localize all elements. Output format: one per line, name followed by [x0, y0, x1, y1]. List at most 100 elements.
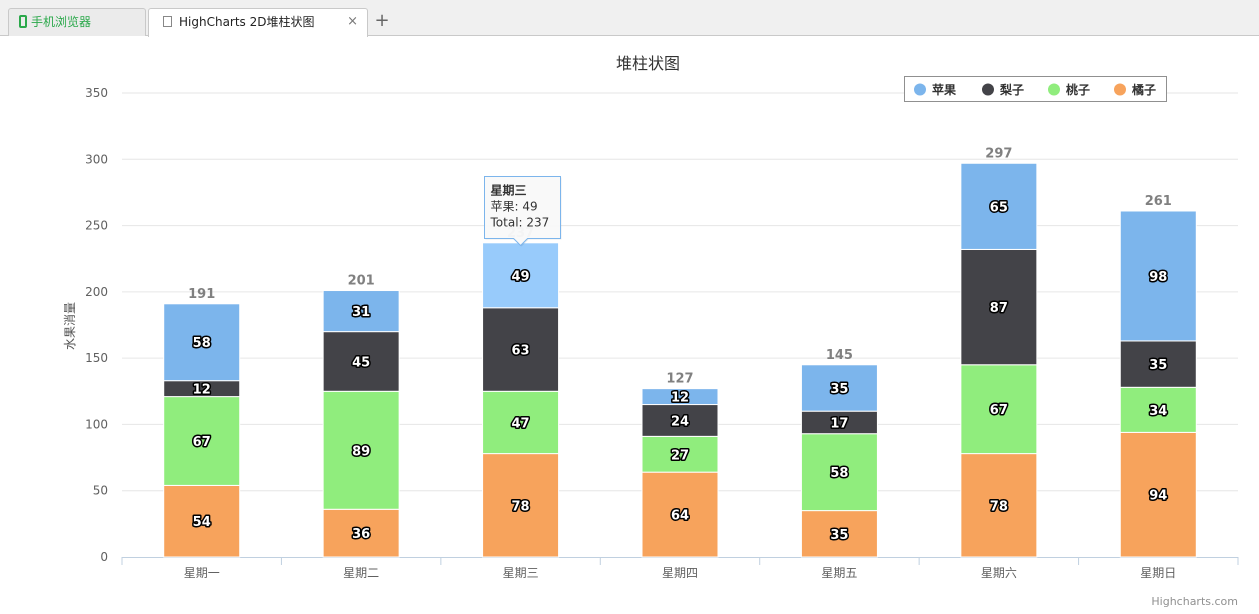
data-label: 89	[352, 444, 370, 459]
bar-segment[interactable]	[1119, 340, 1197, 388]
y-tick-label: 250	[85, 219, 108, 233]
bar-segment[interactable]	[641, 404, 719, 437]
bar-segment[interactable]	[163, 484, 241, 558]
x-axis: 星期一 星期二 星期三 星期四 星期五 星期六 星期日	[121, 557, 1239, 580]
bar-segment[interactable]	[1119, 386, 1197, 433]
legend-marker	[1114, 83, 1126, 96]
data-label: 58	[830, 466, 848, 481]
data-label: 98	[1149, 270, 1167, 285]
bar-segment[interactable]	[960, 364, 1038, 455]
phone-icon	[19, 15, 27, 28]
bar-segment[interactable]	[482, 242, 560, 309]
x-tick-label: 星期三	[503, 566, 539, 580]
bar-segment[interactable]	[322, 508, 400, 558]
bar-segment[interactable]	[482, 307, 560, 392]
legend-marker	[982, 83, 994, 96]
bar-segment[interactable]	[322, 290, 400, 333]
data-label: 36	[352, 527, 370, 542]
bar-segment[interactable]	[960, 453, 1038, 558]
close-icon[interactable]: ×	[347, 14, 358, 29]
data-label: 58	[193, 336, 211, 351]
data-label: 67	[193, 435, 211, 450]
grid-lines	[122, 92, 1238, 492]
data-label: 64	[671, 509, 689, 524]
data-label: 78	[512, 499, 530, 514]
page-icon	[163, 16, 172, 27]
bar-segment[interactable]	[960, 248, 1038, 366]
chart-title: 堆柱状图	[616, 54, 680, 73]
data-label: 35	[830, 382, 848, 397]
data-label: 78	[990, 499, 1008, 514]
data-label: 47	[512, 416, 530, 431]
stack-total-label: 145	[826, 348, 853, 363]
data-label: 65	[990, 200, 1008, 215]
data-labels: 54 67 12 58 36 89 45 31 78 47 63 49 64 27 24 12 35 58 17 35…	[191, 199, 1169, 544]
bar-segment[interactable]	[1119, 431, 1197, 558]
bar-segment[interactable]	[163, 303, 241, 382]
stack-total-label: 127	[666, 372, 693, 387]
bar-segment[interactable]	[641, 388, 719, 406]
data-label: 12	[671, 391, 689, 406]
bar-segment[interactable]	[163, 396, 241, 486]
y-tick-label: 100	[85, 417, 108, 431]
stack-total-label: 201	[348, 274, 375, 289]
data-label: 27	[671, 448, 689, 463]
bar-segment[interactable]	[641, 471, 719, 558]
y-axis: 0 50 100 150 200 250 300 350	[85, 86, 108, 564]
bars	[163, 162, 1197, 558]
bar-segment[interactable]	[641, 435, 719, 473]
data-label: 67	[990, 403, 1008, 418]
stack-total-label: 261	[1145, 194, 1172, 209]
tab-bar: 手机浏览器 HighCharts 2D堆柱状图 × +	[0, 0, 1259, 37]
bar-segment[interactable]	[960, 162, 1038, 250]
data-label: 35	[1149, 358, 1167, 373]
bar-segment[interactable]	[322, 331, 400, 392]
bar-segment[interactable]	[482, 390, 560, 455]
y-tick-label: 350	[85, 86, 108, 100]
legend-item[interactable]: 桃子	[1066, 82, 1090, 97]
stack-totals: 191201237127145297261	[188, 146, 1172, 386]
data-label: 45	[352, 355, 370, 370]
data-label: 31	[352, 305, 370, 320]
bar-segment[interactable]	[482, 453, 560, 558]
y-tick-label: 0	[100, 550, 108, 564]
data-label: 63	[512, 344, 530, 359]
data-label: 12	[193, 383, 211, 398]
tab-mobile-browser[interactable]: 手机浏览器	[8, 8, 146, 36]
bar-segment[interactable]	[1119, 210, 1197, 342]
credit-link[interactable]: Highcharts.com	[1151, 595, 1238, 608]
bar-segment[interactable]	[800, 510, 878, 558]
bar-segment[interactable]	[800, 433, 878, 512]
legend-item[interactable]: 梨子	[999, 82, 1024, 97]
x-tick-label: 星期日	[1140, 566, 1176, 580]
tooltip-title: 星期三	[491, 183, 527, 198]
y-tick-label: 200	[85, 285, 108, 299]
legend-marker	[1048, 83, 1060, 96]
tab-label: HighCharts 2D堆柱状图	[179, 15, 315, 29]
stack-total-label: 191	[188, 287, 215, 302]
stack-total-label: 297	[985, 146, 1012, 161]
data-label: 54	[193, 515, 211, 530]
legend-item[interactable]: 橘子	[1131, 82, 1156, 97]
data-label: 34	[1149, 404, 1167, 419]
x-tick-label: 星期二	[343, 566, 379, 580]
x-tick-label: 星期五	[821, 566, 857, 580]
x-tick-label: 星期六	[981, 566, 1017, 580]
legend-marker	[914, 83, 926, 96]
data-label: 49	[512, 269, 530, 284]
bar-segment[interactable]	[800, 364, 878, 412]
legend-item[interactable]: 苹果	[932, 82, 956, 97]
bar-segment[interactable]	[322, 390, 400, 510]
y-tick-label: 50	[93, 484, 108, 498]
data-label: 94	[1149, 489, 1167, 504]
x-tick-label: 星期四	[662, 566, 698, 580]
new-tab-button[interactable]: +	[374, 10, 390, 31]
data-label: 17	[830, 416, 848, 431]
legend: 苹果 梨子 桃子 橘子	[904, 76, 1167, 102]
y-axis-title: 水果消量	[63, 302, 77, 350]
tab-highcharts[interactable]: HighCharts 2D堆柱状图 ×	[148, 8, 368, 37]
tab-label: 手机浏览器	[31, 15, 92, 29]
tooltip-box	[484, 176, 561, 247]
